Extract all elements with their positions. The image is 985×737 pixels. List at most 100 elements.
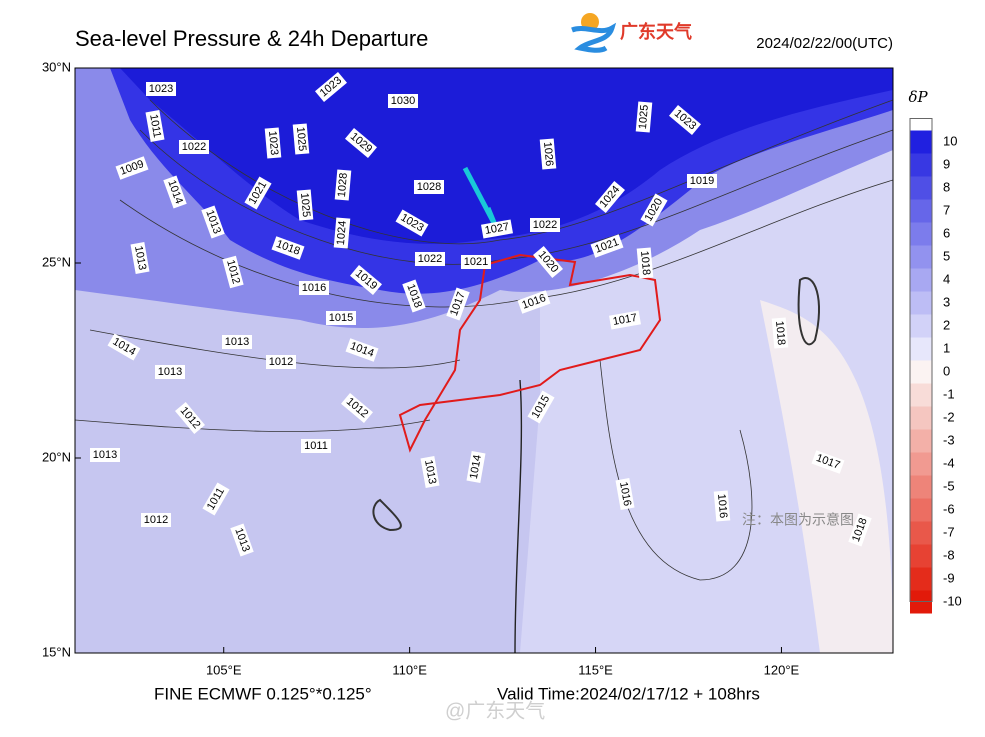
map-frame [74, 67, 894, 654]
isobar-label-box [848, 513, 872, 547]
datetime: 2024/02/22/00(UTC) [756, 35, 893, 52]
isobar-label-box [222, 255, 244, 289]
colorbar-tick-label: -2 [943, 409, 955, 424]
brand: 广东天气 [620, 21, 692, 42]
isobar-label-box [590, 234, 624, 258]
isobar-label-box [145, 110, 165, 142]
isobar-label-text: 1021 [464, 256, 488, 268]
isobar-label-box [530, 218, 560, 232]
isobar-label: 1017 [446, 287, 470, 321]
isobar-label-box [461, 255, 491, 269]
valid-time: Valid Time:2024/02/17/12 + 108hrs [497, 684, 760, 703]
isobar-label-text: 1016 [617, 481, 633, 507]
colorbar-tick-label: -1 [943, 386, 955, 401]
isobar-label-box [174, 402, 206, 434]
colorbar-tick-label: 1 [943, 340, 950, 355]
isobar-label-text: 1013 [225, 336, 249, 348]
isobar-label-box [402, 279, 426, 313]
isobar-label-text: 1018 [638, 250, 652, 275]
x-tick-label: 105°E [206, 662, 242, 677]
isobar-label-text: 1028 [417, 181, 441, 193]
isobar-label-box [201, 205, 225, 239]
isobar-label-box [420, 456, 440, 488]
isobar-label-text: 1013 [132, 245, 148, 271]
colorbar-box [910, 199, 932, 223]
isobar-label-box [230, 523, 254, 557]
isobar-label: 1021 [461, 255, 491, 269]
isobar-label-text: 1019 [690, 175, 714, 187]
isobar-label-box [130, 242, 150, 274]
isobar-label: 1018 [848, 513, 872, 547]
colorbar-box [910, 314, 932, 338]
isobar-label-box [640, 193, 668, 227]
colorbar-box [910, 429, 932, 453]
colorbar-tick-label: 4 [943, 271, 950, 286]
isobar-label: 1025 [635, 101, 653, 133]
isobar-label-text: 1025 [637, 104, 651, 129]
colorbar-tick-label: 0 [943, 363, 950, 378]
x-tick-label: 115°E [578, 662, 613, 677]
isobar-label-text: 1025 [294, 126, 308, 151]
isobar-label-box [179, 140, 209, 154]
isobar-label: 1022 [530, 218, 560, 232]
isobar-label: 1012 [141, 513, 171, 527]
isobar-label-box [481, 219, 513, 239]
isobar-label-box [244, 176, 272, 210]
y-tick-label: 15°N [42, 644, 71, 659]
colorbar-tick-label: 5 [943, 248, 950, 263]
isobar-label: 1013 [420, 456, 440, 488]
isobar-label-box [345, 127, 377, 159]
colorbar-tick-label: -3 [943, 432, 955, 447]
isobar-label: 1018 [636, 247, 654, 279]
isobar-label-text: 1024 [335, 220, 349, 245]
model-info: FINE ECMWF 0.125°*0.125° [154, 684, 372, 703]
isobar-label: 1025 [296, 189, 314, 221]
isobar-label-box [326, 311, 356, 325]
isobar-label: 1012 [266, 355, 296, 369]
y-tick-label: 20°N [42, 449, 71, 464]
colorbar-box [910, 337, 932, 361]
isobar-label-text: 1012 [144, 514, 168, 526]
isobar-label-box [539, 138, 557, 170]
isobar-label: 1009 [115, 156, 149, 180]
isobar-label-text: 1013 [158, 366, 182, 378]
isobar-label: 1016 [615, 478, 635, 510]
isobar-label: 1013 [155, 365, 185, 379]
isobar-label-box [446, 287, 470, 321]
isobar-label-text: 1013 [93, 449, 117, 461]
note: 注：本图为示意图 [742, 512, 854, 528]
isobar-label: 1016 [299, 281, 329, 295]
colorbar-tick-label: -4 [943, 455, 955, 470]
isobar-label-text: 1016 [715, 493, 729, 518]
isobar-label-text: 1022 [418, 253, 442, 265]
isobar-label-box [115, 156, 149, 180]
isobar-label-text: 1018 [773, 320, 787, 345]
isobar-label-box [299, 281, 329, 295]
colorbar-box [910, 130, 932, 154]
isobar-label-box [155, 365, 185, 379]
isobar-label: 1014 [163, 175, 187, 209]
brand-logo [571, 13, 617, 53]
colorbar-box [910, 222, 932, 246]
isobar-label-box [466, 451, 486, 483]
isobar-label-box [264, 127, 282, 159]
isobar-label: 1011 [145, 110, 165, 142]
colorbar-tick-label: 6 [943, 225, 950, 240]
colorbar-tick-label: -9 [943, 570, 955, 585]
colorbar-box [910, 176, 932, 200]
isobar-label: 1013 [222, 335, 252, 349]
isobar-label: 1017 [609, 310, 641, 330]
isobar-label: 1013 [90, 448, 120, 462]
colorbar-frame [909, 118, 933, 602]
isobar-label-box [415, 252, 445, 266]
isobar-label-text: 1028 [336, 172, 350, 197]
isobar-label: 1014 [345, 338, 379, 362]
isobar-label: 1016 [713, 490, 731, 522]
isobar-label: 1018 [771, 317, 789, 349]
isobar-label-text: 1011 [147, 113, 163, 138]
colorbar-box [910, 245, 932, 269]
isobar-label-text: 1022 [182, 141, 206, 153]
isobar-label-box [615, 478, 635, 510]
isobar-label-box [107, 333, 141, 361]
isobar-label: 1029 [345, 127, 377, 159]
